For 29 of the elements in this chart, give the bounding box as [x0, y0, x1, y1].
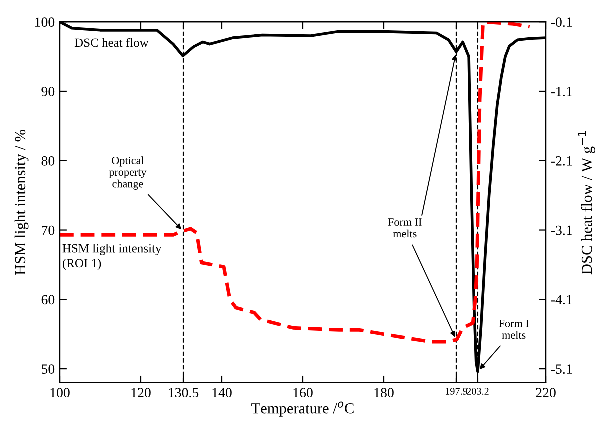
annotation: Optical property change — [109, 156, 147, 190]
y2-tick-label: -5.1 — [551, 364, 572, 374]
annotation: Form I melts — [499, 320, 529, 340]
x-tick-label: 120 — [132, 388, 151, 398]
x-axis-title: Temperature /$^{o}$C — [252, 402, 354, 417]
x-tick-label: 160 — [294, 388, 313, 398]
x-tick-label: 130.5 — [169, 388, 199, 398]
y2-axis-title: DSC heat flow / W g$^{−1}$ — [578, 132, 596, 275]
y-tick-label: 50 — [42, 364, 55, 374]
y-tick-label: 100 — [36, 18, 55, 28]
y-axis-title: HSM light intensity / % — [14, 130, 29, 276]
x-tick-label: 203.2 — [467, 388, 489, 395]
x-tick-label: 100 — [50, 388, 70, 398]
y-tick-label: 90 — [42, 87, 55, 96]
annotation: HSM light intensity (ROI 1) — [62, 244, 162, 270]
y2-tick-label: -4.1 — [551, 295, 572, 305]
annotation: DSC heat flow — [74, 38, 149, 48]
x-tick-label: 180 — [374, 388, 394, 398]
x-tick-label: 220 — [536, 388, 556, 398]
y2-tick-label: -1.1 — [551, 87, 572, 97]
y-tick-label: 60 — [42, 295, 55, 305]
y-tick-label: 70 — [42, 226, 55, 236]
x-tick-label: 197.9 — [446, 388, 468, 395]
y2-tick-label: -2.1 — [551, 156, 572, 166]
y-tick-label: 80 — [42, 156, 55, 166]
y2-tick-label: -3.1 — [551, 226, 572, 236]
x-tick-label: 140 — [212, 388, 232, 398]
y2-tick-label: -0.1 — [551, 18, 572, 28]
annotation: Form II melts — [388, 218, 422, 238]
